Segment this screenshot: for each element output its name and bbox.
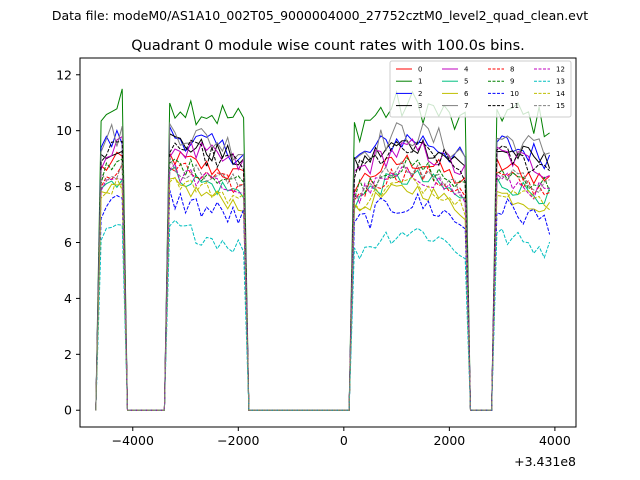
legend-label-7: 7 (464, 102, 468, 110)
series-line-0 (95, 151, 550, 411)
series-line-6 (95, 177, 551, 411)
legend-label-8: 8 (510, 66, 514, 74)
x-axis: −4000 −2000 0 2000 4000 (112, 427, 571, 448)
plot-lines (95, 88, 551, 411)
y-tick-label: 2 (64, 347, 72, 362)
y-tick-label: 12 (56, 67, 72, 82)
legend-label-12: 12 (556, 66, 565, 74)
y-tick-label: 8 (64, 179, 72, 194)
y-tick-label: 4 (64, 291, 72, 306)
y-tick-label: 6 (64, 235, 72, 250)
legend-label-1: 1 (418, 78, 422, 86)
series-line-13 (95, 219, 551, 411)
y-axis: 0 2 4 6 8 10 12 (56, 67, 80, 418)
series-line-3 (95, 132, 551, 411)
series-line-2 (95, 126, 551, 411)
chart-suptitle: Data file: modeM0/AS1A10_002T05_90000040… (52, 8, 588, 23)
x-tick-label: 2000 (433, 433, 465, 448)
series-line-12 (95, 162, 550, 411)
series-line-9 (95, 156, 551, 411)
series-line-11 (95, 139, 550, 411)
legend-label-6: 6 (464, 90, 469, 98)
legend-label-0: 0 (418, 66, 422, 74)
chart-title: Quadrant 0 module wise count rates with … (131, 38, 525, 54)
y-tick-label: 0 (64, 403, 72, 418)
legend-label-4: 4 (464, 66, 469, 74)
series-line-10 (95, 189, 551, 411)
series-line-7 (95, 121, 550, 411)
legend-label-3: 3 (418, 102, 422, 110)
series-line-15 (95, 156, 550, 411)
legend-label-10: 10 (510, 90, 519, 98)
legend-box (389, 60, 572, 118)
legend-label-11: 11 (510, 102, 519, 110)
legend-label-13: 13 (556, 78, 565, 86)
legend-label-9: 9 (510, 78, 514, 86)
x-tick-label: 4000 (539, 433, 571, 448)
legend-label-2: 2 (418, 90, 422, 98)
series-line-5 (95, 166, 551, 411)
series-line-8 (95, 162, 550, 411)
series-line-14 (95, 176, 550, 411)
x-tick-label: 0 (340, 433, 348, 448)
x-tick-label: −2000 (217, 433, 259, 448)
legend-label-14: 14 (556, 90, 565, 98)
series-line-4 (95, 135, 550, 411)
legend-label-5: 5 (464, 78, 468, 86)
series-line-1 (95, 88, 550, 411)
x-offset-label: +3.431e8 (514, 454, 576, 469)
legend-label-15: 15 (556, 102, 565, 110)
y-tick-label: 10 (56, 123, 72, 138)
x-tick-label: −4000 (112, 433, 154, 448)
